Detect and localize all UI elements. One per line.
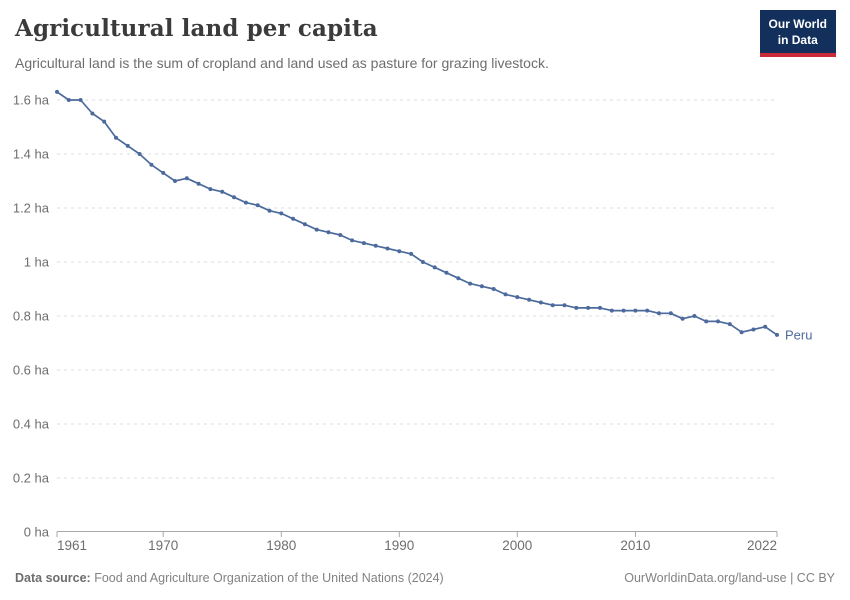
data-source-value: Food and Agriculture Organization of the… — [90, 571, 444, 585]
data-point-2004[interactable] — [562, 303, 567, 308]
data-point-1973[interactable] — [196, 181, 201, 186]
data-point-1982[interactable] — [302, 222, 307, 227]
x-axis-tick-label: 1980 — [266, 538, 296, 553]
data-point-2020[interactable] — [751, 327, 756, 332]
data-point-1986[interactable] — [350, 238, 355, 243]
data-point-2013[interactable] — [668, 311, 673, 316]
data-point-1974[interactable] — [208, 187, 213, 192]
y-axis-tick-label: 1.6 ha — [13, 93, 50, 108]
y-axis-tick-label: 1.2 ha — [13, 201, 50, 216]
y-axis-tick-label: 0.6 ha — [13, 363, 50, 378]
data-point-1969[interactable] — [149, 162, 154, 167]
data-point-1995[interactable] — [456, 276, 461, 281]
data-point-1994[interactable] — [444, 270, 449, 275]
data-point-1962[interactable] — [66, 98, 71, 102]
data-point-1988[interactable] — [373, 243, 378, 248]
license-label: | CC BY — [786, 571, 835, 585]
x-axis-tick-label: 2000 — [502, 538, 532, 553]
data-point-2008[interactable] — [609, 308, 614, 313]
data-point-1967[interactable] — [125, 143, 130, 148]
data-point-1972[interactable] — [184, 176, 189, 181]
chart-subtitle: Agricultural land is the sum of cropland… — [15, 55, 549, 71]
data-point-1990[interactable] — [397, 249, 402, 254]
data-point-1977[interactable] — [243, 200, 248, 205]
data-point-1966[interactable] — [114, 135, 118, 140]
y-axis-tick-label: 1 ha — [24, 255, 50, 270]
data-point-1978[interactable] — [255, 203, 260, 208]
data-point-1984[interactable] — [326, 230, 331, 235]
attribution-note: OurWorldinData.org/land-use | CC BY — [624, 571, 835, 585]
chart-footer: Data source: Food and Agriculture Organi… — [15, 571, 835, 585]
data-point-1963[interactable] — [78, 98, 83, 102]
data-point-2002[interactable] — [538, 300, 543, 305]
data-point-1987[interactable] — [361, 241, 366, 246]
data-point-2017[interactable] — [716, 319, 720, 324]
data-point-1992[interactable] — [420, 260, 425, 264]
data-point-2014[interactable] — [680, 316, 685, 321]
data-point-1993[interactable] — [432, 265, 437, 270]
data-point-1970[interactable] — [161, 170, 166, 175]
data-point-2011[interactable] — [645, 308, 650, 313]
y-axis-tick-label: 0.8 ha — [13, 309, 50, 324]
data-point-2001[interactable] — [527, 297, 532, 302]
data-point-2005[interactable] — [574, 305, 579, 310]
data-point-2006[interactable] — [586, 305, 591, 310]
data-point-2000[interactable] — [515, 295, 520, 300]
y-axis-tick-label: 0.2 ha — [13, 471, 50, 486]
data-point-1979[interactable] — [267, 208, 272, 213]
data-point-1980[interactable] — [279, 211, 284, 216]
data-point-1968[interactable] — [137, 152, 142, 156]
data-point-1996[interactable] — [468, 281, 473, 286]
data-point-1999[interactable] — [503, 292, 508, 297]
chart-title: Agricultural land per capita — [15, 15, 378, 42]
y-axis-tick-label: 0 ha — [24, 525, 50, 540]
data-source-label: Data source: — [15, 571, 91, 585]
x-axis-tick-label: 2022 — [747, 538, 777, 553]
data-point-1975[interactable] — [220, 189, 225, 194]
x-axis-tick-label: 1970 — [148, 538, 178, 553]
data-point-1976[interactable] — [232, 195, 236, 200]
data-point-1998[interactable] — [491, 287, 496, 291]
data-point-2012[interactable] — [657, 311, 661, 316]
data-point-2010[interactable] — [633, 308, 638, 313]
data-point-1989[interactable] — [385, 246, 390, 251]
data-point-2016[interactable] — [704, 319, 709, 324]
owid-logo-line1: Our World — [768, 17, 827, 31]
x-axis-tick-label: 1961 — [57, 538, 87, 553]
owid-url-link[interactable]: OurWorldinData.org/land-use — [624, 571, 787, 585]
data-point-2022[interactable] — [775, 332, 779, 337]
y-axis-tick-label: 1.4 ha — [13, 147, 50, 162]
data-point-1985[interactable] — [338, 233, 343, 237]
series-end-label-peru[interactable]: Peru — [785, 327, 812, 342]
x-axis-tick-label: 1990 — [384, 538, 414, 553]
data-point-1983[interactable] — [314, 227, 319, 232]
data-point-1997[interactable] — [479, 284, 484, 289]
peru-series-line[interactable] — [56, 91, 778, 336]
data-point-1961[interactable] — [55, 89, 59, 94]
data-point-1964[interactable] — [90, 111, 95, 116]
data-point-1991[interactable] — [409, 251, 414, 256]
y-axis-tick-label: 0.4 ha — [13, 417, 50, 432]
owid-logo-line2: in Data — [777, 32, 818, 47]
data-point-2009[interactable] — [621, 308, 626, 313]
data-point-2003[interactable] — [550, 303, 555, 308]
data-point-2007[interactable] — [598, 305, 602, 310]
data-point-2018[interactable] — [727, 322, 732, 327]
data-point-2019[interactable] — [739, 330, 744, 335]
x-axis-tick-label: 2010 — [620, 538, 650, 553]
data-point-1981[interactable] — [291, 216, 296, 221]
data-point-2021[interactable] — [763, 324, 768, 329]
data-source-note: Data source: Food and Agriculture Organi… — [15, 571, 444, 585]
data-point-1971[interactable] — [173, 179, 177, 183]
owid-logo[interactable]: Our World in Data — [759, 10, 836, 58]
data-point-2015[interactable] — [692, 314, 697, 318]
data-point-1965[interactable] — [102, 119, 107, 124]
